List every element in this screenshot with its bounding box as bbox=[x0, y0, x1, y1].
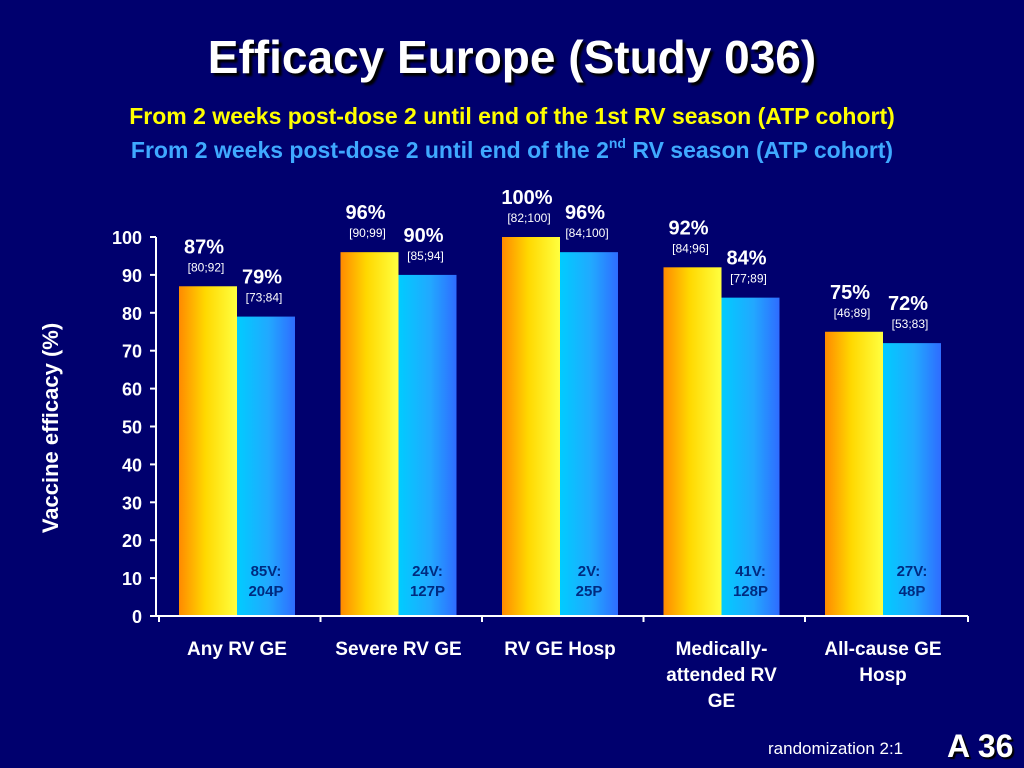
bar-first-season bbox=[340, 252, 399, 616]
x-category-label: Severe RV GE bbox=[335, 639, 461, 660]
y-tick-label: 30 bbox=[122, 493, 142, 513]
case-count-label: 25P bbox=[576, 583, 603, 600]
y-tick-label: 40 bbox=[122, 455, 142, 475]
value-label-first-season: 92% bbox=[668, 217, 708, 239]
bar-first-season bbox=[502, 237, 560, 616]
bar-first-season bbox=[663, 267, 722, 616]
bar-second-season bbox=[398, 274, 457, 616]
bar-first-season bbox=[179, 286, 237, 616]
randomization-note: randomization 2:1 bbox=[768, 739, 904, 758]
ci-label-first-season: [46;89] bbox=[834, 306, 871, 320]
case-count-label: 24V: bbox=[412, 563, 443, 580]
case-count-label: 204P bbox=[248, 583, 283, 600]
y-tick-label: 60 bbox=[122, 380, 142, 400]
subtitle-first-season: From 2 weeks post-dose 2 until end of th… bbox=[129, 103, 895, 129]
x-category-label: Hosp bbox=[859, 665, 907, 686]
x-category-label: RV GE Hosp bbox=[504, 639, 616, 660]
case-count-label: 41V: bbox=[735, 563, 766, 580]
y-tick-label: 80 bbox=[122, 304, 142, 324]
x-category-label: attended RV bbox=[666, 665, 777, 686]
subtitle-second-season: From 2 weeks post-dose 2 until end of th… bbox=[0, 135, 1024, 164]
bar-second-season bbox=[721, 297, 780, 616]
y-tick-label: 100 bbox=[112, 228, 142, 248]
ci-label-first-season: [80;92] bbox=[188, 260, 225, 274]
ci-label-second-season: [77;89] bbox=[730, 272, 767, 286]
y-tick-label: 90 bbox=[122, 266, 142, 286]
y-tick-label: 50 bbox=[122, 418, 142, 438]
slide-number: A 36 bbox=[947, 728, 1014, 764]
value-label-second-season: 90% bbox=[403, 225, 443, 247]
x-category-label: Any RV GE bbox=[187, 639, 287, 660]
ci-label-first-season: [82;100] bbox=[507, 211, 550, 225]
subtitle-second-season-sup: nd bbox=[608, 135, 626, 151]
value-label-second-season: 79% bbox=[242, 267, 282, 289]
case-count-label: 48P bbox=[899, 583, 926, 600]
case-count-label: 127P bbox=[410, 583, 445, 600]
subtitle-second-season-pre: From 2 weeks post-dose 2 until end of th… bbox=[130, 137, 609, 163]
value-label-first-season: 87% bbox=[184, 236, 224, 258]
case-count-label: 27V: bbox=[897, 563, 928, 580]
subtitle-second-season-post: RV season (ATP cohort) bbox=[625, 137, 894, 163]
bar-first-season bbox=[825, 331, 883, 616]
value-label-second-season: 96% bbox=[565, 202, 605, 224]
value-label-second-season: 84% bbox=[726, 248, 766, 270]
ci-label-first-season: [90;99] bbox=[349, 226, 386, 240]
ci-label-second-season: [85;94] bbox=[407, 249, 444, 263]
case-count-label: 85V: bbox=[251, 563, 282, 580]
value-label-second-season: 72% bbox=[888, 293, 928, 315]
bar-second-season bbox=[883, 343, 941, 616]
value-label-first-season: 96% bbox=[345, 202, 385, 224]
case-count-label: 128P bbox=[733, 583, 768, 600]
bar-second-season bbox=[237, 316, 295, 616]
ci-label-second-season: [84;100] bbox=[565, 226, 608, 240]
slide-title: Efficacy Europe (Study 036) bbox=[207, 31, 817, 83]
ci-label-second-season: [53;83] bbox=[892, 317, 929, 331]
ci-label-second-season: [73;84] bbox=[246, 291, 283, 305]
value-label-first-season: 100% bbox=[501, 187, 552, 209]
case-count-label: 2V: bbox=[578, 563, 601, 580]
x-category-label: Medically- bbox=[676, 639, 768, 660]
y-tick-label: 70 bbox=[122, 342, 142, 362]
y-tick-label: 20 bbox=[122, 531, 142, 551]
bar-second-season bbox=[560, 252, 618, 616]
ci-label-first-season: [84;96] bbox=[672, 241, 709, 255]
x-category-label: All-cause GE bbox=[824, 639, 941, 660]
value-label-first-season: 75% bbox=[830, 282, 870, 304]
x-category-label: GE bbox=[708, 691, 735, 712]
y-tick-label: 0 bbox=[132, 607, 142, 627]
y-tick-label: 10 bbox=[122, 569, 142, 589]
